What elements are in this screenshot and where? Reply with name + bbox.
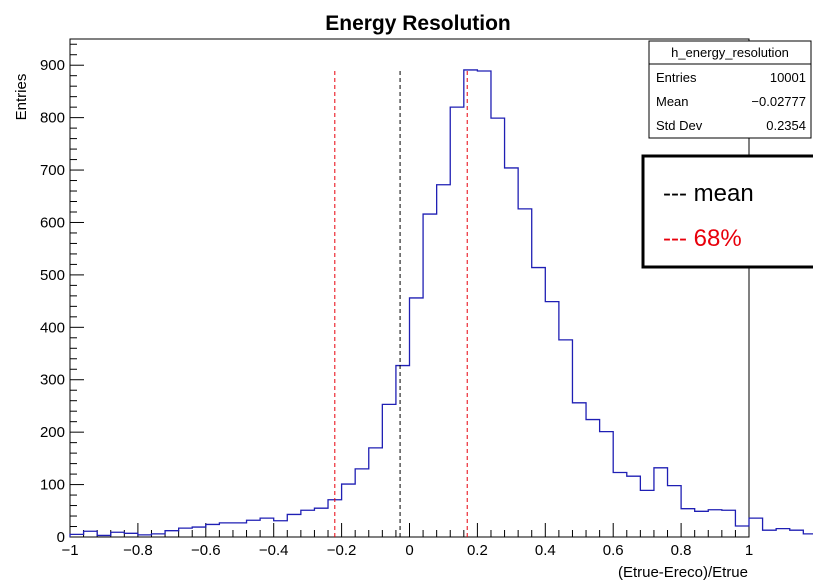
histogram-bin bbox=[369, 448, 383, 537]
stats-stddev-label: Std Dev bbox=[656, 118, 703, 133]
histogram-bin bbox=[219, 523, 233, 537]
histogram-bin bbox=[84, 531, 98, 537]
y-tick-labels: 0 100 200 300 400 500 600 700 800 900 bbox=[40, 57, 65, 546]
y-tick-label: 400 bbox=[40, 319, 65, 336]
histogram-bin bbox=[355, 469, 369, 537]
stats-mean-value: −0.02777 bbox=[751, 94, 806, 109]
stats-box-frame bbox=[648, 40, 812, 139]
histogram-bin bbox=[97, 535, 111, 537]
histogram-bin bbox=[70, 534, 84, 537]
histogram-bin bbox=[735, 526, 749, 537]
histogram-bin bbox=[572, 403, 586, 537]
y-tick-label: 800 bbox=[40, 110, 65, 127]
histogram-bin bbox=[464, 70, 478, 537]
stats-stddev-value: 0.2354 bbox=[766, 118, 806, 133]
histogram-bin bbox=[124, 533, 138, 537]
histogram-bin bbox=[396, 366, 410, 537]
chart-title: Energy Resolution bbox=[325, 12, 511, 35]
x-tick-label: 0 bbox=[405, 542, 413, 559]
histogram-bin bbox=[600, 432, 614, 537]
x-tick-label: −0.4 bbox=[259, 542, 289, 559]
y-tick-label: 300 bbox=[40, 372, 65, 389]
histogram-bin bbox=[138, 535, 152, 537]
x-tick-label: −0.6 bbox=[191, 542, 221, 559]
y-tick-label: 700 bbox=[40, 162, 65, 179]
histogram-bin bbox=[681, 509, 695, 537]
histogram-bin bbox=[410, 298, 424, 537]
histogram-bin bbox=[274, 521, 288, 537]
histogram-bin bbox=[206, 524, 220, 537]
histogram-bin bbox=[627, 476, 641, 537]
histogram bbox=[69, 69, 813, 537]
histogram-bin bbox=[314, 508, 328, 537]
x-axis-label: (Etrue-Ereco)/Etrue bbox=[618, 564, 748, 581]
x-tick-labels: −1 −0.8 −0.6 −0.4 −0.2 0 0.2 0.4 0.6 0.8 1 bbox=[61, 542, 753, 559]
histogram-bin bbox=[287, 514, 301, 537]
y-tick-label: 500 bbox=[40, 267, 65, 284]
legend-68: --- 68% bbox=[663, 225, 742, 252]
histogram-bin bbox=[342, 484, 356, 537]
legend-mean: --- mean bbox=[663, 180, 754, 207]
histogram-bin bbox=[722, 510, 736, 537]
histogram-bin bbox=[301, 510, 315, 537]
histogram-bin bbox=[165, 531, 179, 537]
y-tick-label: 0 bbox=[57, 529, 65, 546]
y-tick-label: 600 bbox=[40, 214, 65, 231]
histogram-bin bbox=[179, 528, 193, 537]
histogram-bin bbox=[545, 302, 559, 537]
histogram-bin bbox=[790, 530, 804, 537]
histogram-outline bbox=[69, 69, 813, 537]
y-tick-label: 100 bbox=[40, 477, 65, 494]
stats-box: h_energy_resolution Entries 10001 Mean −… bbox=[648, 40, 812, 139]
histogram-bin bbox=[260, 518, 274, 537]
histogram-bin bbox=[450, 107, 464, 537]
histogram-bin bbox=[749, 518, 763, 537]
histogram-bin bbox=[505, 168, 519, 537]
x-tick-label: 0.6 bbox=[603, 542, 624, 559]
legend-box: --- mean --- 68% bbox=[641, 154, 813, 269]
histogram-bin bbox=[654, 468, 668, 537]
histogram-bin bbox=[763, 530, 777, 537]
histogram-bin bbox=[695, 511, 709, 537]
histogram-bin bbox=[668, 486, 682, 537]
y-tick-label: 900 bbox=[40, 57, 65, 74]
x-tick-label: −0.2 bbox=[327, 542, 357, 559]
histogram-bin bbox=[111, 532, 125, 537]
histogram-bin bbox=[586, 420, 600, 537]
x-tick-label: −1 bbox=[61, 542, 78, 559]
histogram-bin bbox=[640, 490, 654, 537]
histogram-bin bbox=[559, 340, 573, 537]
histogram-bin bbox=[437, 185, 451, 537]
histogram-bin bbox=[776, 529, 790, 537]
histogram-bin bbox=[382, 404, 396, 537]
histogram-bin bbox=[233, 523, 247, 537]
axis-ticks bbox=[69, 43, 750, 538]
stats-box-title: h_energy_resolution bbox=[671, 45, 789, 60]
histogram-bin bbox=[491, 118, 505, 537]
stats-mean-label: Mean bbox=[656, 94, 689, 109]
histogram-bin bbox=[518, 209, 532, 537]
x-tick-label: 1 bbox=[745, 542, 753, 559]
legend-frame bbox=[641, 154, 813, 269]
histogram-bin bbox=[247, 520, 261, 537]
x-tick-label: 0.2 bbox=[467, 542, 488, 559]
stats-entries-value: 10001 bbox=[770, 70, 806, 85]
histogram-bin bbox=[423, 214, 437, 537]
histogram-bin bbox=[803, 534, 813, 537]
histogram-bin bbox=[532, 268, 546, 537]
histogram-bin bbox=[708, 510, 722, 537]
histogram-bin bbox=[613, 473, 627, 537]
x-tick-label: 0.4 bbox=[535, 542, 556, 559]
histogram-bin bbox=[151, 534, 165, 537]
y-tick-label: 200 bbox=[40, 424, 65, 441]
histogram-bin bbox=[477, 71, 491, 537]
x-tick-label: −0.8 bbox=[123, 542, 153, 559]
stats-entries-label: Entries bbox=[656, 70, 697, 85]
y-axis-label: Entries bbox=[13, 74, 30, 121]
x-tick-label: 0.8 bbox=[671, 542, 692, 559]
reference-lines bbox=[334, 70, 468, 537]
histogram-bin bbox=[192, 527, 206, 537]
